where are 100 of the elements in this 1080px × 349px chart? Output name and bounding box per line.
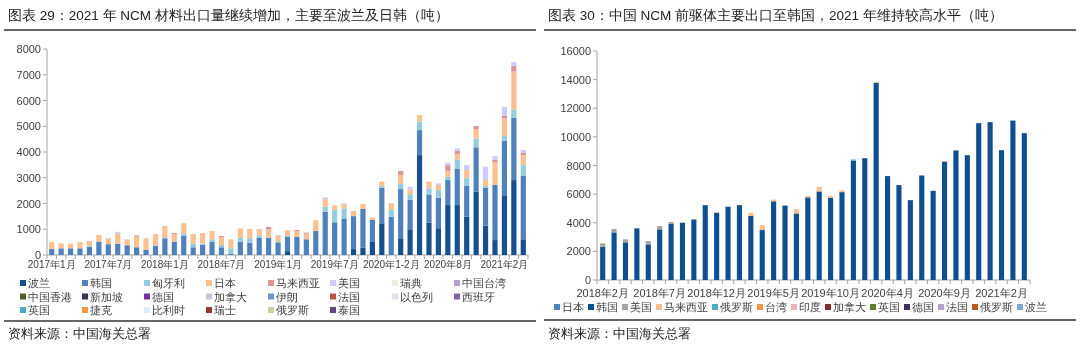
bar	[256, 238, 262, 255]
bar	[511, 109, 517, 118]
y-tick-label: 10000	[560, 130, 591, 143]
bar	[58, 243, 64, 249]
bar	[771, 201, 777, 280]
bar	[49, 249, 55, 255]
bar	[454, 205, 460, 255]
bar	[266, 229, 272, 238]
bar	[77, 242, 83, 249]
bar	[622, 242, 629, 280]
x-tick-label: 2019年5月	[747, 287, 800, 299]
legend-label: 捷克	[90, 304, 112, 316]
legend-label: 印度	[799, 301, 821, 313]
x-tick-label: 2019年7月	[310, 259, 359, 270]
bar	[388, 209, 394, 217]
y-tick-label: 16000	[560, 45, 591, 57]
legend-label: 波兰	[1025, 301, 1047, 313]
legend-label: 中国香港	[28, 290, 72, 303]
bar	[759, 230, 765, 280]
bar	[209, 241, 215, 255]
bar	[725, 206, 731, 280]
bar	[941, 161, 948, 280]
bar	[96, 234, 102, 242]
bar	[454, 159, 460, 169]
legend-label: 俄罗斯	[276, 304, 309, 316]
bar	[171, 234, 177, 242]
bar	[482, 185, 489, 188]
bar	[162, 225, 168, 239]
bar	[473, 191, 479, 255]
bar	[464, 185, 470, 217]
bar	[398, 238, 404, 255]
bar	[501, 140, 508, 197]
bar	[473, 147, 479, 192]
bar	[702, 205, 708, 280]
bar	[134, 236, 140, 248]
bar	[181, 235, 187, 255]
bar	[793, 213, 799, 280]
bar	[237, 238, 243, 242]
bar	[464, 216, 470, 255]
legend-label: 日本	[214, 277, 236, 289]
bar	[341, 204, 347, 209]
y-tick-label: 6000	[566, 188, 591, 201]
y-tick-label: 4000	[566, 216, 591, 229]
legend-label: 英国	[878, 301, 900, 313]
legend-label: 英国	[28, 304, 50, 316]
legend-label: 韩国	[596, 301, 618, 313]
bar	[473, 125, 479, 130]
bar	[228, 239, 234, 249]
bar	[464, 170, 470, 179]
bar	[152, 234, 159, 246]
y-tick-label: 4000	[16, 146, 41, 158]
bar	[124, 239, 130, 246]
bar	[303, 239, 309, 255]
chart-title: 图表 30：中国 NCM 前驱体主要出口至韩国，2021 年维持较高水平（吨）	[548, 8, 1003, 23]
bar	[416, 121, 423, 131]
bar	[919, 175, 925, 280]
bar	[190, 247, 196, 255]
bar	[86, 246, 93, 255]
bar	[332, 222, 338, 255]
y-tick-label: 0	[34, 249, 41, 261]
legend-label: 台湾	[765, 301, 787, 313]
bar	[464, 165, 470, 171]
bar	[407, 199, 413, 231]
bar	[435, 197, 441, 229]
bar	[511, 71, 517, 110]
bar	[115, 243, 121, 255]
legend-label: 马来西亚	[664, 301, 708, 313]
bar	[511, 66, 517, 72]
bar	[805, 197, 811, 280]
bar	[49, 242, 55, 250]
text: 资料来源：中国海关总署	[548, 326, 691, 341]
bar	[482, 166, 489, 181]
bar	[520, 175, 526, 240]
bar	[256, 228, 262, 236]
bar	[407, 230, 413, 255]
bar	[181, 233, 187, 236]
x-tick-label: 2017年1月	[27, 259, 76, 270]
bar	[600, 243, 606, 247]
legend-label: 瑞士	[214, 304, 236, 316]
bar	[748, 216, 754, 280]
bar	[511, 62, 517, 66]
bar	[322, 206, 328, 212]
bar	[190, 234, 196, 244]
bar	[369, 241, 375, 255]
bar	[501, 196, 508, 255]
bar	[435, 184, 441, 191]
bar	[407, 194, 413, 200]
y-tick-label: 2000	[16, 197, 41, 210]
legend-label: 美国	[630, 301, 652, 313]
bar	[416, 130, 423, 156]
legend-label: 韩国	[90, 277, 112, 289]
bar	[793, 209, 799, 214]
y-tick-label: 2000	[566, 245, 591, 258]
bar	[247, 238, 253, 243]
y-tick-label: 0	[584, 274, 591, 286]
bar	[284, 251, 291, 255]
x-tick-label: 2017年7月	[84, 259, 133, 270]
bar	[256, 235, 262, 239]
y-tick-label: 8000	[16, 43, 41, 55]
bar	[759, 225, 765, 231]
